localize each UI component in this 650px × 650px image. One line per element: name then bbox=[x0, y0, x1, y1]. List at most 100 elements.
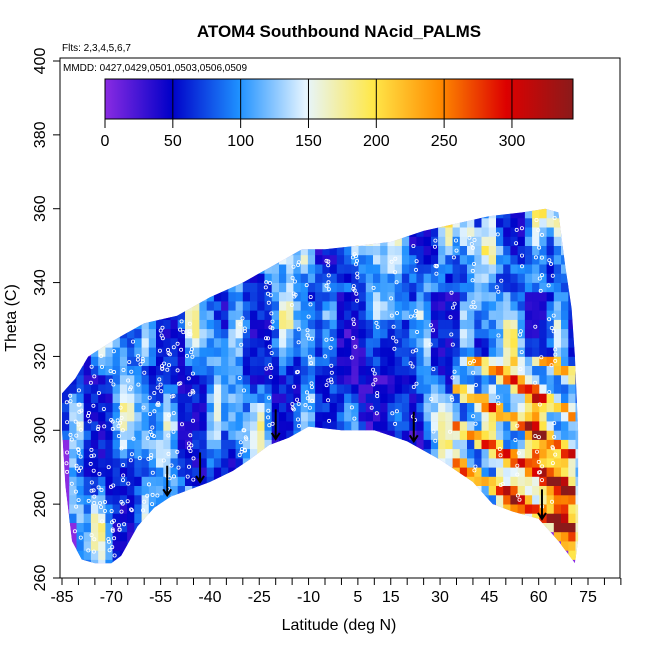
heatmap-cell bbox=[474, 356, 482, 366]
sample-point bbox=[89, 533, 94, 538]
sample-point bbox=[89, 453, 94, 458]
sample-point bbox=[265, 336, 270, 341]
heatmap-cell bbox=[264, 430, 273, 440]
heatmap-cell bbox=[156, 458, 164, 468]
sample-point bbox=[498, 453, 503, 458]
heatmap-cell bbox=[380, 374, 388, 385]
heatmap-cell bbox=[105, 513, 113, 523]
heatmap-cell bbox=[293, 384, 301, 394]
heatmap-cell bbox=[156, 374, 164, 385]
heatmap-cell bbox=[373, 273, 381, 283]
heatmap-cell bbox=[300, 254, 309, 265]
sample-point bbox=[111, 382, 116, 387]
heatmap-cell bbox=[387, 319, 396, 330]
sample-point bbox=[238, 322, 243, 327]
sample-point bbox=[263, 336, 268, 341]
sample-point bbox=[324, 258, 329, 263]
heatmap-cell bbox=[98, 356, 106, 366]
heatmap-cell bbox=[539, 439, 547, 450]
chart-title: ATOM4 Southbound NAcid_PALMS bbox=[197, 22, 481, 41]
sample-point bbox=[307, 354, 312, 359]
heatmap-cell bbox=[185, 319, 193, 330]
heatmap-cell bbox=[373, 365, 381, 376]
heatmap-cell bbox=[409, 347, 417, 357]
heatmap-cell bbox=[373, 393, 381, 403]
heatmap-cell bbox=[83, 439, 92, 450]
heatmap-cell bbox=[228, 328, 236, 339]
heatmap-cell bbox=[409, 402, 417, 413]
heatmap-cell bbox=[213, 301, 222, 311]
heatmap-cell bbox=[336, 264, 345, 274]
sample-point bbox=[186, 464, 191, 469]
heatmap-cell bbox=[213, 458, 222, 468]
heatmap-cell bbox=[221, 393, 229, 403]
heatmap-cell bbox=[105, 439, 113, 450]
heatmap-cell bbox=[445, 245, 453, 256]
heatmap-cell bbox=[546, 328, 555, 339]
heatmap-cell bbox=[394, 310, 403, 320]
heatmap-cell bbox=[358, 421, 367, 431]
heatmap-cell bbox=[127, 439, 135, 450]
heatmap-cell bbox=[488, 301, 497, 311]
heatmap-cell bbox=[474, 347, 482, 357]
heatmap-cell bbox=[524, 264, 533, 274]
heatmap-cell bbox=[156, 365, 164, 376]
heatmap-cell bbox=[524, 384, 533, 394]
heatmap-cell bbox=[365, 402, 374, 413]
heatmap-cell bbox=[315, 245, 323, 256]
heatmap-cell bbox=[438, 384, 446, 394]
heatmap-cell bbox=[546, 485, 555, 496]
heatmap-cell bbox=[235, 430, 244, 440]
sample-point bbox=[307, 405, 312, 410]
sample-point bbox=[68, 393, 73, 398]
sample-point bbox=[98, 501, 103, 506]
heatmap-cell bbox=[279, 264, 287, 274]
heatmap-cell bbox=[293, 264, 301, 274]
heatmap-cell bbox=[539, 356, 547, 366]
heatmap-cell bbox=[329, 245, 338, 256]
heatmap-cell bbox=[105, 485, 113, 496]
heatmap-cell bbox=[575, 485, 579, 496]
heatmap-cell bbox=[568, 550, 576, 560]
heatmap-cell bbox=[213, 411, 222, 422]
sample-point bbox=[394, 280, 399, 285]
heatmap-cell bbox=[524, 439, 533, 450]
heatmap-cell bbox=[496, 245, 504, 256]
heatmap-cell bbox=[409, 439, 417, 450]
heatmap-cell bbox=[481, 301, 490, 311]
heatmap-cell bbox=[76, 485, 85, 496]
heatmap-cell bbox=[351, 301, 359, 311]
sample-point bbox=[68, 399, 73, 404]
heatmap-cell bbox=[250, 411, 258, 422]
colorbar-tick-label: 0 bbox=[101, 133, 110, 150]
heatmap-cell bbox=[488, 430, 497, 440]
heatmap-cell bbox=[503, 485, 511, 496]
heatmap-cell bbox=[568, 439, 576, 450]
heatmap-cell bbox=[532, 384, 540, 394]
heatmap-cell bbox=[228, 393, 236, 403]
colorbar-tick-label: 200 bbox=[363, 133, 390, 150]
heatmap-cell bbox=[532, 236, 540, 246]
heatmap-cell bbox=[192, 402, 200, 413]
heatmap-cell bbox=[83, 550, 92, 560]
heatmap-cell bbox=[336, 301, 345, 311]
heatmap-cell bbox=[467, 393, 475, 403]
heatmap-cell bbox=[380, 365, 388, 376]
heatmap-cell bbox=[459, 236, 468, 246]
heatmap-cell bbox=[510, 217, 518, 228]
heatmap-cell bbox=[293, 319, 301, 330]
heatmap-cell bbox=[496, 411, 504, 422]
heatmap-cell bbox=[62, 402, 70, 413]
sample-point bbox=[87, 419, 92, 424]
heatmap-cell bbox=[561, 494, 569, 505]
heatmap-cell bbox=[553, 301, 562, 311]
heatmap-cells bbox=[62, 208, 579, 564]
heatmap-cell bbox=[524, 458, 533, 468]
sample-point bbox=[290, 402, 295, 407]
heatmap-cell bbox=[228, 439, 236, 450]
heatmap-cell bbox=[467, 273, 475, 283]
heatmap-cell bbox=[336, 393, 345, 403]
heatmap-cell bbox=[575, 402, 579, 413]
sample-point bbox=[296, 423, 301, 428]
heatmap-cell bbox=[271, 402, 280, 413]
